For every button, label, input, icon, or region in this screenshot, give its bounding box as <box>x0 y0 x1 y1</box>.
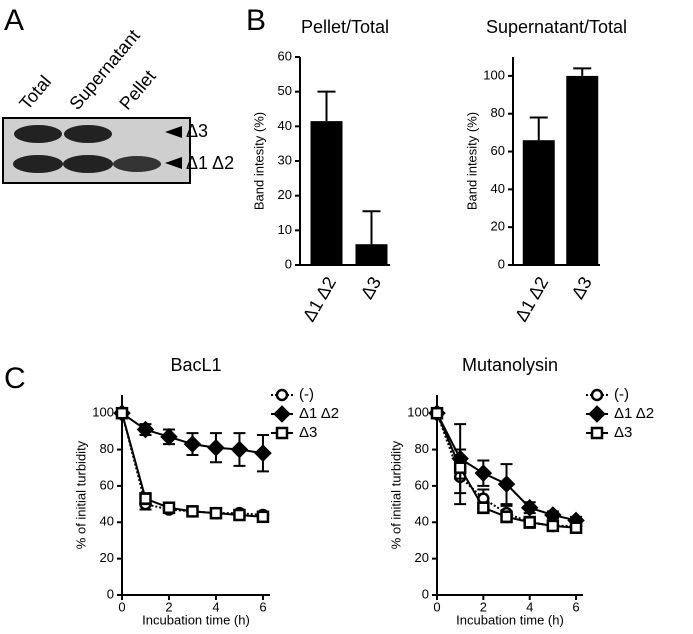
y-tick-label: 60 <box>415 477 429 492</box>
band-label: Δ3 <box>186 121 208 141</box>
y-tick-label: 60 <box>491 143 505 158</box>
lane-label: Total <box>15 72 55 114</box>
y-tick-label: 20 <box>100 550 114 565</box>
y-tick-label: 20 <box>278 187 292 202</box>
x-tick-label: 0 <box>433 599 440 614</box>
panel-label: C <box>4 362 26 395</box>
bar <box>355 244 388 265</box>
marker <box>474 464 493 482</box>
y-tick-label: 40 <box>278 118 292 133</box>
y-tick-label: 40 <box>100 514 114 529</box>
marker <box>546 519 560 533</box>
y-tick-label: 0 <box>285 256 292 271</box>
x-tick-label: 0 <box>118 599 125 614</box>
marker <box>520 498 539 517</box>
marker <box>453 461 467 474</box>
error-bar <box>362 210 381 245</box>
error-bar <box>573 67 592 76</box>
marker <box>477 501 490 514</box>
x-tick-label: 2 <box>165 599 172 614</box>
marker <box>569 521 583 534</box>
marker <box>254 444 272 462</box>
bar <box>310 121 343 265</box>
marker <box>497 475 516 493</box>
marker <box>500 510 513 524</box>
panel-label: A <box>4 4 24 37</box>
gel <box>2 117 191 184</box>
marker <box>275 388 289 402</box>
chart-title: Mutanolysin <box>462 355 558 375</box>
marker <box>590 426 604 440</box>
panel-label: B <box>246 4 266 37</box>
marker <box>183 435 202 453</box>
y-tick-label: 80 <box>100 441 114 456</box>
marker <box>160 428 178 446</box>
y-tick-label: 60 <box>278 48 292 63</box>
x-tick-label: 2 <box>480 599 487 614</box>
y-axis-label: % of initial turbidity <box>73 440 88 549</box>
legend-label: (-) <box>299 386 314 403</box>
marker <box>139 492 152 505</box>
marker <box>523 516 536 529</box>
y-tick-label: 40 <box>415 514 429 529</box>
marker <box>230 440 249 459</box>
x-axis-label: Incubation time (h) <box>456 612 564 627</box>
marker <box>209 506 223 520</box>
bar <box>566 75 599 265</box>
marker <box>430 406 444 420</box>
y-tick-label: 20 <box>491 219 505 234</box>
error-bar <box>529 116 548 141</box>
marker <box>588 405 606 423</box>
marker <box>162 501 176 514</box>
y-tick-label: 80 <box>415 441 429 456</box>
error-bar <box>317 90 336 122</box>
legend-label: Δ1 Δ2 <box>614 405 654 422</box>
legend-label: Δ3 <box>299 424 317 441</box>
y-axis-label: Band intesity (%) <box>464 112 479 210</box>
y-tick-label: 30 <box>278 152 292 167</box>
lane-label: Pellet <box>115 66 159 113</box>
x-axis-label: Incubation time (h) <box>142 612 250 627</box>
y-tick-label: 0 <box>107 586 114 601</box>
bar <box>522 140 555 265</box>
y-axis-label: % of initial turbidity <box>388 440 403 549</box>
legend-label: Δ1 Δ2 <box>299 405 339 422</box>
marker <box>136 420 155 439</box>
marker <box>273 405 291 423</box>
y-tick-label: 80 <box>491 105 505 120</box>
x-tick-label: Δ1 Δ2 <box>511 273 552 325</box>
y-tick-label: 100 <box>483 67 505 82</box>
y-tick-label: 100 <box>407 405 429 420</box>
marker <box>207 438 225 457</box>
x-tick-label: 4 <box>526 599 533 614</box>
x-tick-label: Δ3 <box>357 273 385 302</box>
y-tick-label: 60 <box>100 477 114 492</box>
legend-label: (-) <box>614 386 629 403</box>
y-tick-label: 20 <box>415 550 429 565</box>
y-tick-label: 10 <box>278 222 292 237</box>
chart-title: BacL1 <box>170 355 221 375</box>
y-tick-label: 100 <box>92 405 114 420</box>
legend-label: Δ3 <box>614 424 632 441</box>
y-tick-label: 0 <box>498 256 505 271</box>
x-tick-label: 6 <box>572 599 579 614</box>
chart-title: Pellet/Total <box>301 17 389 37</box>
x-tick-label: 6 <box>259 599 266 614</box>
marker <box>186 505 199 518</box>
x-tick-label: 4 <box>212 599 219 614</box>
y-tick-label: 0 <box>422 586 429 601</box>
chart-title: Supernatant/Total <box>486 17 627 37</box>
y-tick-label: 40 <box>491 181 505 196</box>
x-tick-label: Δ3 <box>567 273 595 302</box>
marker <box>590 388 604 402</box>
marker <box>275 426 289 440</box>
marker <box>233 508 246 522</box>
y-axis-label: Band intesity (%) <box>251 112 266 210</box>
marker <box>256 510 270 524</box>
y-tick-label: 50 <box>278 83 292 98</box>
marker <box>115 406 129 420</box>
band-label: Δ1 Δ2 <box>186 153 234 173</box>
x-tick-label: Δ1 Δ2 <box>299 273 340 325</box>
